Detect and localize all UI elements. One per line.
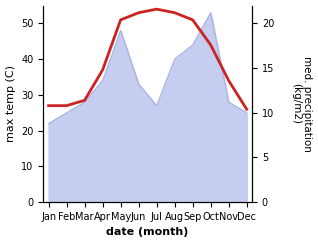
X-axis label: date (month): date (month) [107, 227, 189, 237]
Y-axis label: med. precipitation
(kg/m2): med. precipitation (kg/m2) [291, 56, 313, 152]
Y-axis label: max temp (C): max temp (C) [5, 65, 16, 142]
